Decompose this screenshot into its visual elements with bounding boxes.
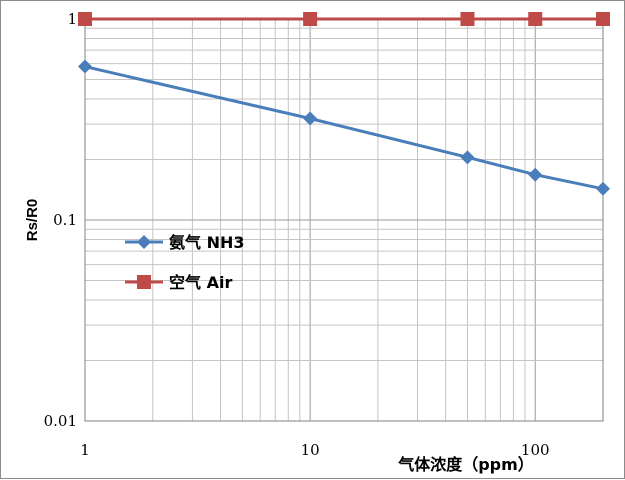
x-tick-label: 100 (521, 441, 550, 459)
legend-label-0: 氨气 NH3 (169, 233, 245, 252)
data-point-square (460, 12, 475, 26)
series-group (78, 12, 610, 196)
x-axis-label: 气体浓度（ppm） (397, 455, 534, 474)
y-tick-label: 0.01 (44, 412, 77, 430)
x-tick-labels: 1 10 100 (80, 441, 549, 459)
data-point-diamond (460, 150, 475, 165)
grid-lines (84, 18, 604, 422)
y-tick-labels: 0.01 0.1 1 (44, 10, 77, 430)
y-tick-label: 1 (67, 10, 77, 28)
data-point-square (78, 12, 92, 26)
data-point-square (596, 12, 610, 26)
legend-marker-square (137, 275, 151, 289)
data-point-diamond (596, 181, 610, 196)
data-point-diamond (528, 167, 543, 182)
legend-label-1: 空气 Air (169, 273, 232, 292)
data-point-square (528, 12, 543, 26)
legend: 氨气 NH3 空气 Air (125, 233, 245, 292)
x-tick-label: 10 (301, 441, 320, 459)
y-tick-label: 0.1 (53, 211, 77, 229)
y-axis-label: Rs/R0 (24, 199, 41, 242)
legend-marker-diamond (137, 235, 151, 249)
data-point-diamond (78, 59, 92, 74)
x-tick-label: 1 (80, 441, 90, 459)
data-point-square (303, 12, 318, 26)
data-point-diamond (303, 111, 318, 126)
